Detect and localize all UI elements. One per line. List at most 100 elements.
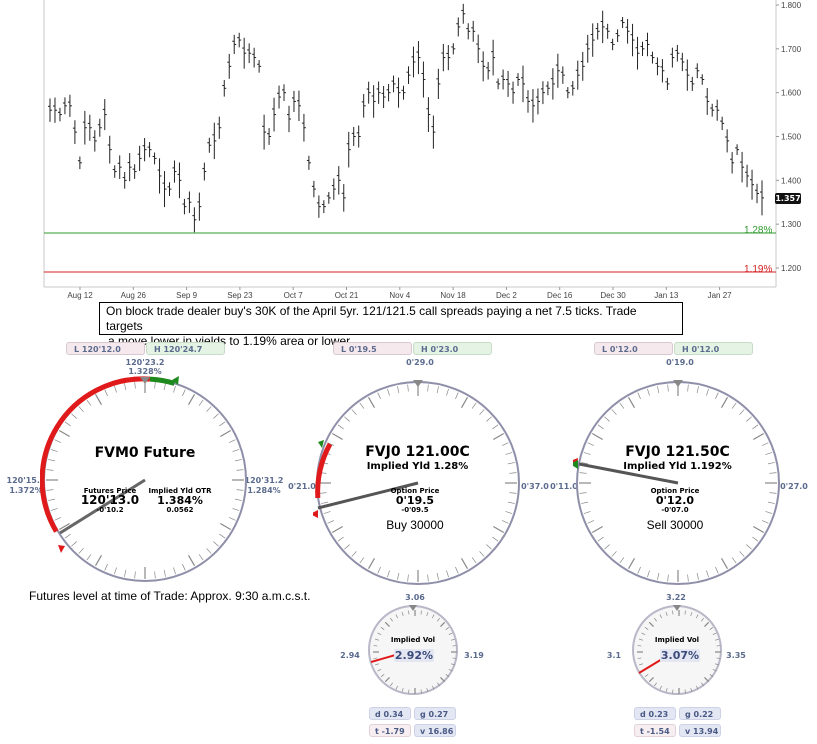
price-bar <box>72 120 77 145</box>
gauge-tick <box>321 501 329 504</box>
gauge3-delta: d 0.23 <box>634 707 676 720</box>
gauge-tick <box>323 511 331 514</box>
price-bar <box>700 74 705 85</box>
gauge3-right-value: 0'27.0 <box>780 482 808 491</box>
gauge-tick <box>657 386 660 394</box>
gauge-tick <box>579 492 587 494</box>
price-bar <box>675 44 680 62</box>
price-bar <box>660 59 665 83</box>
gauge-tick <box>94 555 103 567</box>
gauge-tick <box>426 688 429 693</box>
gauge-tick <box>228 517 236 521</box>
price-bar <box>635 36 640 70</box>
level-label-green: 1.28% <box>744 225 773 236</box>
price-bar <box>316 195 321 218</box>
price-bar <box>62 97 67 115</box>
gauge-tick <box>437 617 440 622</box>
gauge-tick <box>104 389 108 397</box>
price-bar <box>192 207 197 233</box>
price-bar <box>491 39 496 76</box>
gauge-tick <box>407 384 409 392</box>
price-bar <box>57 107 62 122</box>
price-bar <box>107 135 112 164</box>
price-bar <box>720 116 725 131</box>
gauge3-needle <box>578 462 679 485</box>
price-bar <box>730 152 735 174</box>
gauge-tick <box>440 677 446 683</box>
gauge3-price: 0'12.0 <box>655 494 695 507</box>
price-bar <box>117 155 122 179</box>
gauge-tick <box>654 617 657 622</box>
price-bar <box>262 114 267 150</box>
gauge-tick <box>408 610 410 615</box>
gauge-tick <box>507 462 515 465</box>
price-bar <box>650 51 655 64</box>
gauge-tick <box>687 384 689 392</box>
price-chart: 1.800 1.700 1.600 1.500 1.400 1.300 1.200 Aug … <box>43 0 802 300</box>
gauge-tick <box>384 677 390 683</box>
gauge1-price-label: Futures Price <box>83 487 137 495</box>
gauge2-title: FVJ0 121.00C <box>365 444 470 460</box>
price-bar <box>331 178 336 200</box>
gauge-tick <box>86 554 92 561</box>
gauge-tick <box>471 557 477 564</box>
gauge-tick <box>213 413 219 419</box>
price-bar <box>690 76 695 91</box>
gauge-tick <box>583 511 591 514</box>
gauge-tick <box>327 520 335 524</box>
price-bar <box>152 152 157 165</box>
gauge-tick <box>752 424 759 430</box>
price-bar <box>321 200 326 214</box>
price-bar <box>97 118 102 137</box>
gauge-tick <box>696 386 699 394</box>
price-bar <box>376 81 381 104</box>
trade-annotation: On block trade dealer buy's 30K of the A… <box>99 302 683 348</box>
price-bar <box>431 115 436 149</box>
gauge-tick <box>715 663 720 666</box>
price-bar <box>595 23 600 40</box>
x-axis-label: Sep 23 <box>227 291 253 300</box>
gauge-tick <box>604 416 610 422</box>
gauge1-red-range <box>40 376 151 533</box>
price-bar <box>401 85 406 100</box>
price-bar <box>416 41 421 75</box>
price-bar <box>540 81 545 105</box>
price-bar <box>535 88 540 115</box>
price-bar <box>421 61 426 98</box>
gauge-tick <box>134 381 136 389</box>
price-bar <box>570 80 575 96</box>
gauge2-delta: d 0.34 <box>369 707 411 720</box>
x-axis-label: Aug 12 <box>67 291 93 300</box>
price-bar <box>381 86 386 109</box>
gauge1-left-yield: 1.372% <box>9 486 43 495</box>
gauge1-change: -0'10.2 <box>96 506 124 514</box>
gauge-tick <box>479 551 485 557</box>
price-bar <box>87 114 92 141</box>
price-bar <box>755 183 760 204</box>
gauge-tick <box>665 688 668 693</box>
price-bar <box>530 89 535 123</box>
gauge2-theta: t -1.79 <box>369 724 411 737</box>
x-axis-label: Nov 4 <box>389 291 410 300</box>
gauge1-needle <box>59 478 146 535</box>
price-bar <box>710 103 715 117</box>
gauge-tick <box>219 421 226 427</box>
gauge1-right-yield: 1.284% <box>247 486 281 495</box>
gauge2-action: Buy 30000 <box>386 518 444 532</box>
gauge1-title: FVM0 Future <box>94 445 196 461</box>
price-bar <box>516 73 521 86</box>
price-bar <box>77 156 82 170</box>
price-bar <box>267 128 272 145</box>
gauge-tick <box>367 396 376 408</box>
price-bar <box>486 61 491 80</box>
gauge-tick <box>359 557 365 564</box>
price-bar <box>630 23 635 57</box>
gauge-tick <box>448 632 453 636</box>
price-bar <box>750 169 755 200</box>
gauge1-right-value: 120'31.2 <box>244 476 284 485</box>
price-bar <box>232 34 237 55</box>
price-bar <box>296 90 301 122</box>
price-bar <box>496 78 501 90</box>
gauge-tick <box>451 638 456 641</box>
price-bar <box>391 75 396 93</box>
